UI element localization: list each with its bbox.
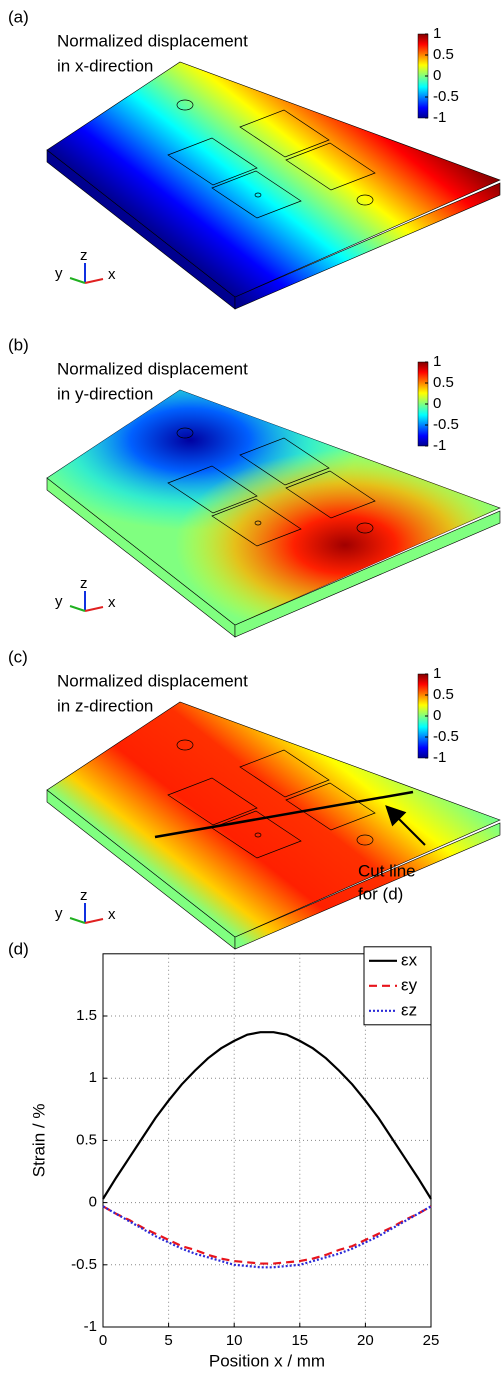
colorbar-label: -1 <box>433 437 446 454</box>
colorbar-label: 0.5 <box>433 46 454 63</box>
arrow <box>385 805 426 846</box>
colorbar-label: -0.5 <box>433 728 459 745</box>
axis-arrow <box>84 918 104 924</box>
axis-name: y <box>55 593 63 610</box>
electrode <box>239 437 330 486</box>
y-tick-label: -1 <box>84 1318 97 1335</box>
caption: in x-direction <box>57 56 153 75</box>
colorbar-label: -0.5 <box>433 88 459 105</box>
y-tick-label: 1.5 <box>76 1007 97 1024</box>
caption: in y-direction <box>57 384 153 403</box>
electrode <box>239 109 330 158</box>
electrode <box>167 465 258 514</box>
caption: in z-direction <box>57 696 153 715</box>
panel-label: (a) <box>8 7 29 26</box>
panel-label: (c) <box>8 647 28 666</box>
annotation: Cut line <box>358 861 416 880</box>
electrode <box>285 470 376 519</box>
x-tick-label: 0 <box>99 1332 107 1349</box>
caption: Normalized displacement <box>57 671 248 690</box>
electrode <box>211 170 302 219</box>
x-tick-label: 15 <box>291 1332 308 1349</box>
axis-name: y <box>55 265 63 282</box>
electrode <box>239 749 330 798</box>
electrode <box>211 498 302 547</box>
y-tick-label: 0.5 <box>76 1131 97 1148</box>
y-tick-label: -0.5 <box>71 1256 97 1273</box>
plate-top <box>46 61 501 298</box>
colorbar-label: 1 <box>433 665 441 682</box>
colorbar-label: 0 <box>433 395 441 412</box>
axis-name: x <box>108 594 116 611</box>
hole <box>254 192 262 198</box>
axis-name: x <box>108 266 116 283</box>
axis-name: z <box>80 887 88 904</box>
axis-arrow <box>69 277 86 284</box>
legend-label: εz <box>401 1000 417 1019</box>
y-tick-label: 1 <box>89 1069 97 1086</box>
axis-arrow <box>84 606 104 612</box>
series-line <box>102 1205 432 1265</box>
plate-top <box>46 701 501 938</box>
hole <box>176 99 194 111</box>
colorbar-label: -1 <box>433 749 446 766</box>
hole <box>176 427 194 439</box>
plot-frame <box>102 953 432 1328</box>
x-tick-label: 20 <box>357 1332 374 1349</box>
cut-line <box>154 790 414 839</box>
panel-label: (d) <box>8 939 29 958</box>
x-tick-label: 10 <box>226 1332 243 1349</box>
plate-side <box>234 510 501 638</box>
electrode <box>285 142 376 191</box>
electrode <box>167 137 258 186</box>
colorbar-label: 0.5 <box>433 374 454 391</box>
x-tick-label: 5 <box>164 1332 172 1349</box>
y-axis-label: Strain / % <box>29 1104 48 1178</box>
electrode <box>285 782 376 831</box>
plate-side <box>234 182 501 310</box>
caption: Normalized displacement <box>57 359 248 378</box>
colorbar-label: 1 <box>433 25 441 42</box>
plate-side <box>234 822 501 950</box>
caption: Normalized displacement <box>57 31 248 50</box>
x-tick-label: 25 <box>423 1332 440 1349</box>
x-axis-label: Position x / mm <box>209 1351 325 1370</box>
hole <box>176 739 194 751</box>
axis-name: z <box>80 575 88 592</box>
axis-name: x <box>108 906 116 923</box>
axis-name: z <box>80 247 88 264</box>
colorbar-label: 0 <box>433 707 441 724</box>
hole <box>356 522 374 534</box>
axis-arrow <box>69 917 86 924</box>
colorbar-label: -0.5 <box>433 416 459 433</box>
series-line <box>102 1031 432 1200</box>
colorbar-label: 1 <box>433 353 441 370</box>
electrode <box>211 810 302 859</box>
axis-arrow <box>69 605 86 612</box>
colorbar-label: 0.5 <box>433 686 454 703</box>
y-tick-label: 0 <box>89 1194 97 1211</box>
axis-arrow <box>84 278 104 284</box>
series-line <box>102 1205 432 1269</box>
electrode <box>167 777 258 826</box>
hole <box>254 520 262 526</box>
hole <box>254 832 262 838</box>
field-high <box>175 450 500 625</box>
axis-name: y <box>55 905 63 922</box>
colorbar-label: -1 <box>433 109 446 126</box>
colorbar-label: 0 <box>433 67 441 84</box>
legend-label: εy <box>401 975 418 994</box>
legend-label: εx <box>401 950 418 969</box>
panel-label: (b) <box>8 335 29 354</box>
annotation: for (d) <box>358 884 403 903</box>
hole <box>356 834 374 846</box>
hole <box>356 194 374 206</box>
